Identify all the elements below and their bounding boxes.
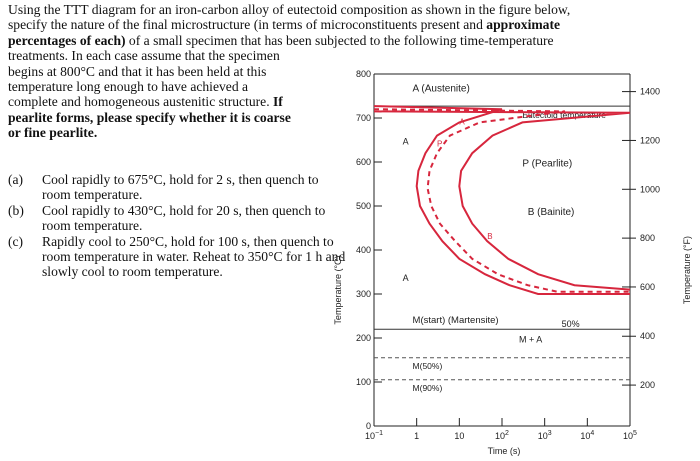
x-tick-base: 10 [495, 431, 505, 441]
bainite-curve-marker: B [487, 232, 492, 241]
text-span: begins at 800°C and that it has been hel… [8, 63, 267, 79]
y-tick-label: 100 [356, 377, 371, 387]
y-tick-label: 800 [356, 69, 371, 79]
y2-tick-label: 400 [640, 331, 655, 341]
bold-text: pearlite forms, please specify whether i… [8, 109, 291, 125]
y2-tick-label: 800 [640, 233, 655, 243]
y-tick-label: 300 [356, 289, 371, 299]
bold-text: approximate [486, 17, 561, 33]
ttt-diagram: 0100200300400500600700800140012001000800… [333, 69, 692, 456]
y2-tick-label: 1000 [640, 184, 660, 194]
bold-text: percentages of each) [8, 32, 126, 48]
y-tick-label: 200 [356, 333, 371, 343]
problem-line: Using the TTT diagram for an iron-carbon… [8, 2, 570, 17]
question-label: (a) [8, 172, 24, 187]
x-tick-label: 104 [580, 430, 594, 441]
x-tick-label: 105 [623, 430, 637, 441]
bold-text: If [273, 94, 283, 110]
question-list: (a) Cool rapidly to 675°C, hold for 2 s, … [8, 172, 348, 280]
y2-tick-label: 200 [640, 380, 655, 390]
y-tick-label: 0 [366, 421, 371, 431]
x-tick-base: 1 [414, 431, 419, 441]
question-item: (c) Rapidly cool to 250°C, hold for 100 s… [8, 234, 348, 280]
y2-tick-label: 600 [640, 282, 655, 292]
bainite-label: B (Bainite) [528, 207, 575, 218]
y2-tick-label: 1400 [640, 87, 660, 97]
x-tick-label: 1 [414, 431, 419, 441]
y-tick-label: 400 [356, 245, 371, 255]
text-span: of a small specimen that has been subjec… [125, 32, 554, 48]
text-span: complete and homogeneous austenitic stru… [8, 94, 273, 110]
x-tick-label: 103 [538, 430, 552, 441]
m-plus-a-label: M + A [519, 334, 542, 344]
x-tick-base: 10 [454, 431, 464, 441]
austenite-region-lower-label: A [403, 273, 409, 283]
x-tick-exponent: −1 [375, 430, 383, 437]
austenite-label: A (Austenite) [413, 84, 470, 95]
problem-line: begins at 800°C and that it has been hel… [8, 64, 266, 79]
text-span: temperature long enough to have achieved… [8, 79, 249, 94]
y-tick-label: 500 [356, 201, 371, 211]
x-tick-exponent: 5 [633, 430, 637, 437]
pearlite-label: P (Pearlite) [522, 158, 572, 169]
x-tick-label: 10−1 [365, 430, 383, 441]
problem-line: complete and homogeneous austenitic stru… [8, 94, 283, 109]
mstart-label: M(start) (Martensite) [413, 315, 499, 326]
x-tick-base: 10 [365, 431, 375, 441]
eutectoid-label: Eutectoid temperature [522, 110, 606, 120]
x-tick-exponent: 2 [505, 430, 509, 437]
text-span: treatments. In each case assume that the… [8, 48, 280, 64]
transformation-start-curve [373, 105, 630, 295]
x-axis-label: Time (s) [488, 446, 521, 456]
austenite-region-upper-label: A [403, 136, 409, 146]
y2-axis-label: Temperature (°F) [682, 236, 692, 304]
question-text: Cool rapidly to 430°C, hold for 20 s, th… [42, 202, 326, 234]
problem-line: or fine pearlite. [8, 125, 97, 140]
m50-label: M(50%) [413, 361, 443, 371]
problem-line: temperature long enough to have achieved… [8, 79, 248, 94]
question-label: (c) [8, 233, 24, 249]
fifty-percent-curve [373, 108, 630, 293]
question-text: Rapidly cool to 250°C, hold for 100 s, t… [42, 233, 346, 280]
y-tick-label: 600 [356, 157, 371, 167]
question-label: (b) [8, 202, 24, 218]
question-item: (a) Cool rapidly to 675°C, hold for 2 s, … [8, 172, 348, 203]
problem-line: percentages of each) of a small specimen… [8, 33, 554, 48]
problem-line: pearlite forms, please specify whether i… [8, 110, 291, 125]
x-tick-label: 102 [495, 430, 509, 441]
x-tick-exponent: 3 [548, 430, 552, 437]
fifty-percent-label: 50% [562, 319, 580, 329]
question-text: Cool rapidly to 675°C, hold for 2 s, the… [42, 172, 319, 203]
question-item: (b) Cool rapidly to 430°C, hold for 20 s,… [8, 203, 348, 234]
bold-text: or fine pearlite. [8, 125, 98, 141]
x-tick-base: 10 [580, 431, 590, 441]
x-tick-exponent: 4 [590, 430, 594, 437]
pearlite-curve-marker: P [437, 140, 442, 149]
m90-label: M(90%) [413, 383, 443, 393]
transformation-end-curve [373, 110, 631, 291]
x-tick-base: 10 [538, 431, 548, 441]
x-tick-base: 10 [623, 431, 633, 441]
problem-line: treatments. In each case assume that the… [8, 48, 280, 63]
y2-tick-label: 1200 [640, 135, 660, 145]
x-tick-label: 10 [454, 431, 464, 441]
text-span: specify the nature of the final microstr… [8, 17, 487, 33]
text-span: Using the TTT diagram for an iron-carbon… [8, 2, 571, 17]
y-axis-label: Temperature (°C) [333, 255, 343, 324]
austenite-curve-marker: A [459, 118, 465, 127]
problem-line: specify the nature of the final microstr… [8, 17, 560, 32]
y-tick-label: 700 [356, 113, 371, 123]
